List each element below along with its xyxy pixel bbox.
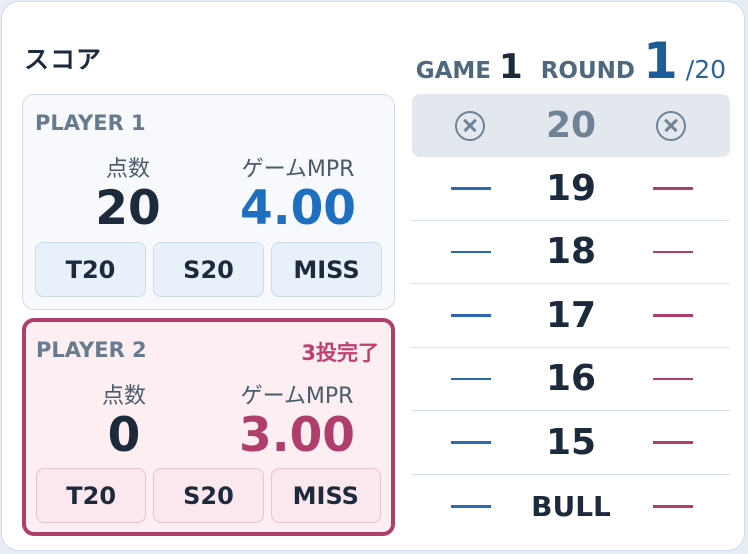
- player-1-s20-button[interactable]: S20: [153, 242, 264, 297]
- player-2-score: 0: [107, 408, 141, 463]
- player-2-score-label: 点数: [101, 384, 146, 409]
- board-number: BULL: [531, 489, 611, 523]
- round-label: ROUND: [540, 58, 635, 84]
- game-round-info: GAME 1 ROUND 1 /20: [415, 32, 726, 90]
- round-number: 1: [642, 32, 678, 90]
- game-number: 1: [499, 47, 523, 87]
- player-1-miss-button[interactable]: MISS: [271, 242, 382, 297]
- p2-dash-icon: [653, 187, 693, 190]
- p1-dash-icon: [451, 377, 491, 381]
- p2-dash-icon: [653, 505, 693, 508]
- player-1-name: PLAYER 1: [35, 111, 146, 135]
- p1-dash-icon: [451, 187, 491, 190]
- player-1-score-label: 点数: [105, 157, 150, 182]
- p1-dash-icon: [451, 505, 491, 508]
- board-row-15: 15: [412, 411, 730, 475]
- player-2-buttons: T20 S20 MISS: [36, 468, 381, 523]
- player-2-s20-button[interactable]: S20: [153, 468, 264, 523]
- board-number: 20: [545, 105, 597, 146]
- player-2-mpr: 3.00: [239, 408, 355, 463]
- board-row-18: 18: [412, 221, 730, 284]
- board-number: 17: [545, 294, 597, 336]
- player-2-mpr-label: ゲームMPR: [240, 384, 354, 409]
- board-number: 19: [545, 167, 597, 209]
- board-number: 15: [545, 421, 597, 463]
- player-2-name: PLAYER 2: [36, 338, 147, 362]
- board-row-20: 20: [412, 94, 730, 157]
- board-row-19: 19: [412, 157, 730, 221]
- p2-dash-icon: [653, 441, 693, 444]
- board-row-16: 16: [412, 348, 730, 411]
- p2-dash-icon: [653, 377, 693, 381]
- player-1-card: PLAYER 1 点数 20 ゲームMPR 4.00 T20 S20 MISS: [22, 94, 395, 310]
- page-title: スコア: [24, 45, 103, 74]
- board-number: 16: [545, 358, 597, 400]
- board-row-17: 17: [412, 284, 730, 348]
- game-label: GAME: [415, 58, 492, 84]
- board-row-bull: BULL: [412, 475, 730, 539]
- player-2-t20-button[interactable]: T20: [36, 468, 147, 523]
- p1-dash-icon: [451, 314, 491, 317]
- p1-closed-icon: [455, 110, 485, 141]
- player-2-miss-button[interactable]: MISS: [270, 468, 381, 523]
- player-2-status-badge: 3投完了: [301, 341, 379, 365]
- cricket-board: 20 19 18 17 16 15 BU: [412, 94, 730, 538]
- p2-dash-icon: [653, 250, 693, 254]
- board-number: 18: [545, 231, 597, 273]
- player-1-buttons: T20 S20 MISS: [35, 242, 382, 297]
- player-1-mpr-label: ゲームMPR: [241, 157, 355, 182]
- player-1-t20-button[interactable]: T20: [35, 242, 146, 297]
- p1-dash-icon: [451, 441, 491, 444]
- round-total: /20: [685, 55, 726, 84]
- p2-closed-icon: [656, 110, 686, 141]
- player-1-score: 20: [95, 181, 161, 236]
- p2-dash-icon: [653, 314, 693, 317]
- player-1-mpr: 4.00: [240, 181, 356, 236]
- p1-dash-icon: [451, 250, 491, 254]
- player-2-card: PLAYER 2 3投完了 点数 0 ゲームMPR 3.00 T20 S20 M…: [22, 318, 395, 536]
